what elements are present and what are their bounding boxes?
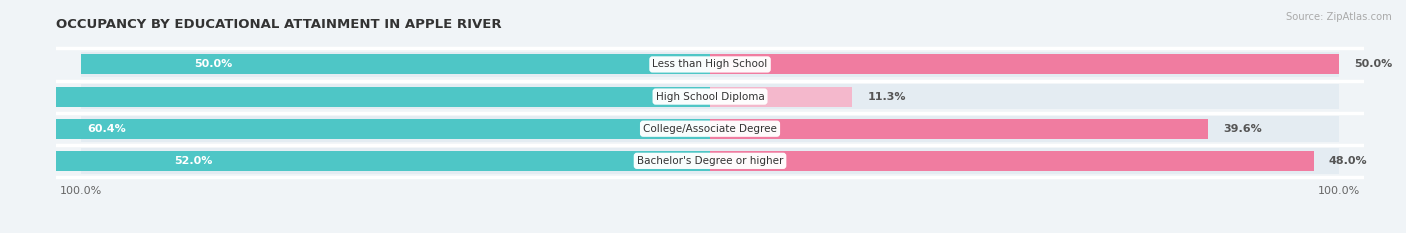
Text: 50.0%: 50.0% — [194, 59, 233, 69]
Bar — [82, 55, 710, 74]
Bar — [710, 151, 1313, 171]
Text: 50.0%: 50.0% — [1354, 59, 1392, 69]
Text: High School Diploma: High School Diploma — [655, 92, 765, 102]
Bar — [56, 151, 710, 171]
Bar — [82, 84, 1339, 110]
Bar — [82, 148, 1339, 174]
Text: College/Associate Degree: College/Associate Degree — [643, 124, 778, 134]
Bar — [82, 51, 1339, 77]
Text: Bachelor's Degree or higher: Bachelor's Degree or higher — [637, 156, 783, 166]
Text: 48.0%: 48.0% — [1329, 156, 1367, 166]
Bar — [82, 116, 1339, 142]
Text: 39.6%: 39.6% — [1223, 124, 1261, 134]
Bar — [0, 87, 710, 106]
Bar — [710, 55, 1339, 74]
Text: 60.4%: 60.4% — [87, 124, 127, 134]
Text: Source: ZipAtlas.com: Source: ZipAtlas.com — [1286, 12, 1392, 22]
Bar — [0, 119, 710, 139]
Bar — [710, 87, 852, 106]
Text: Less than High School: Less than High School — [652, 59, 768, 69]
Text: 11.3%: 11.3% — [868, 92, 905, 102]
Bar — [710, 119, 1208, 139]
Text: 52.0%: 52.0% — [174, 156, 212, 166]
Text: OCCUPANCY BY EDUCATIONAL ATTAINMENT IN APPLE RIVER: OCCUPANCY BY EDUCATIONAL ATTAINMENT IN A… — [56, 18, 502, 31]
